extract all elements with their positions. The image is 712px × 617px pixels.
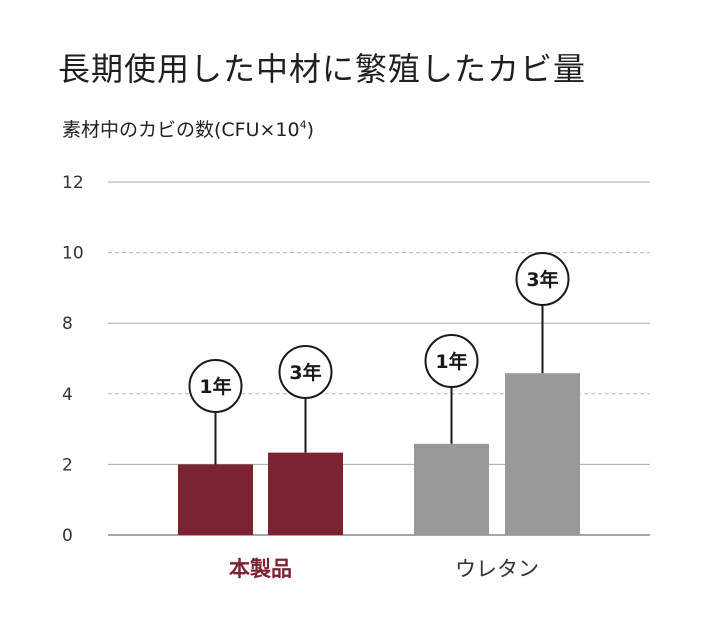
- category-label: ウレタン: [455, 557, 539, 581]
- annotation-circle: [188, 359, 243, 413]
- y-tick-label: 12: [62, 173, 84, 193]
- y-tick-label: 2: [62, 455, 73, 475]
- y-axis-label: 素材中のカビの数(CFU×104): [62, 115, 314, 142]
- category-labels: 本製品 ウレタン: [229, 557, 539, 581]
- y-tick-label: 0: [62, 526, 73, 546]
- bar: [414, 443, 489, 535]
- bar-annotation-label: 3年: [526, 268, 558, 291]
- bar-annotations: 1年 3年 1年 3年: [188, 252, 570, 465]
- category-label: 本製品: [229, 557, 292, 581]
- y-axis-ticks: 0 2 4 8 10 12: [62, 173, 84, 546]
- annotation-circle: [515, 252, 570, 306]
- bar: [505, 373, 580, 535]
- chart-title: 長期使用した中材に繁殖したカビ量: [58, 50, 587, 88]
- y-tick-label: 4: [62, 385, 73, 405]
- bar-annotation-label: 3年: [289, 361, 321, 384]
- y-axis-label-exponent: 4: [299, 118, 307, 132]
- bar: [178, 464, 253, 535]
- annotation-circle: [424, 334, 479, 388]
- y-tick-label: 8: [62, 314, 73, 334]
- y-axis-label-close: ): [306, 119, 315, 141]
- y-tick-label: 10: [62, 244, 84, 264]
- y-axis-label-main: 素材中のカビの数(CFU×10: [62, 119, 300, 141]
- bar-annotation-label: 1年: [199, 375, 231, 398]
- bar-annotation-label: 1年: [435, 350, 467, 373]
- bar: [268, 452, 343, 535]
- annotation-circle: [278, 345, 333, 399]
- bars: [178, 373, 580, 535]
